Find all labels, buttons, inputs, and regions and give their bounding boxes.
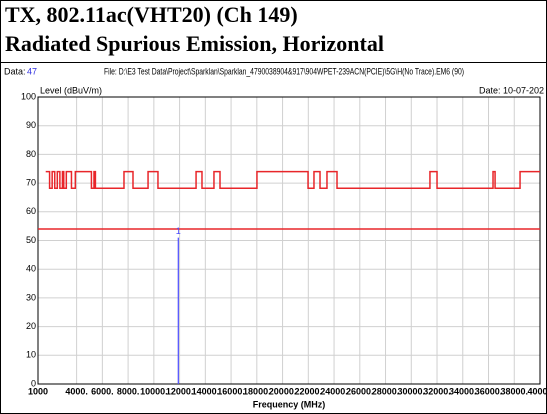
x-axis-label: Frequency (MHz) xyxy=(253,399,326,409)
x-tick-label: 8000. xyxy=(117,386,140,396)
x-tick-label: 40000 xyxy=(527,386,547,396)
y-tick-label: 50 xyxy=(26,235,36,245)
x-tick-label: 12000. xyxy=(166,386,194,396)
x-tick-label: 32000. xyxy=(423,386,451,396)
y-tick-label: 20 xyxy=(26,321,36,331)
date: Date: 10-07-202 xyxy=(479,85,544,95)
x-tick-label: 30000. xyxy=(398,386,426,396)
x-tick-label: 6000. xyxy=(91,386,114,396)
y-tick-label: 90 xyxy=(26,120,36,130)
x-tick-label: 20000. xyxy=(269,386,297,396)
x-tick-label: 4000. xyxy=(65,386,88,396)
y-tick-label: 100 xyxy=(21,91,36,101)
x-tick-label: 16000. xyxy=(217,386,245,396)
marker-label: 1 xyxy=(176,226,181,236)
x-tick-label: 36000. xyxy=(475,386,503,396)
x-tick-label: 34000. xyxy=(449,386,477,396)
plot-area xyxy=(37,96,541,385)
data-number: 47 xyxy=(27,66,37,76)
x-tick-label: 22000. xyxy=(295,386,323,396)
chart-title: TX, 802.11ac(VHT20) (Ch 149) xyxy=(5,2,298,27)
x-tick-label: 38000. xyxy=(500,386,528,396)
x-tick-label: 10000. xyxy=(140,386,168,396)
y-tick-label: 10 xyxy=(26,350,36,360)
y-tick-label: 70 xyxy=(26,177,36,187)
y-tick-label: 40 xyxy=(26,264,36,274)
chart-subtitle: Radiated Spurious Emission, Horizontal xyxy=(5,31,384,56)
x-tick-label: 24000. xyxy=(320,386,348,396)
limit-line xyxy=(45,170,540,190)
y-tick-label: 60 xyxy=(26,206,36,216)
x-tick-label: 26000. xyxy=(346,386,374,396)
y-tick-label: 30 xyxy=(26,292,36,302)
y-axis-label: Level (dBuV/m) xyxy=(40,85,102,95)
x-tick-label: 28000. xyxy=(372,386,400,396)
x-tick-label: 18000. xyxy=(243,386,271,396)
y-tick-label: 80 xyxy=(26,149,36,159)
y-tick-label: 0 xyxy=(31,378,36,388)
data-label: Data: xyxy=(4,66,26,76)
x-tick-label: 1000 xyxy=(28,386,48,396)
file-path: File: D:\E3 Test Data\Project\Sparklan\S… xyxy=(104,66,464,76)
x-tick-label: 14000. xyxy=(192,386,220,396)
